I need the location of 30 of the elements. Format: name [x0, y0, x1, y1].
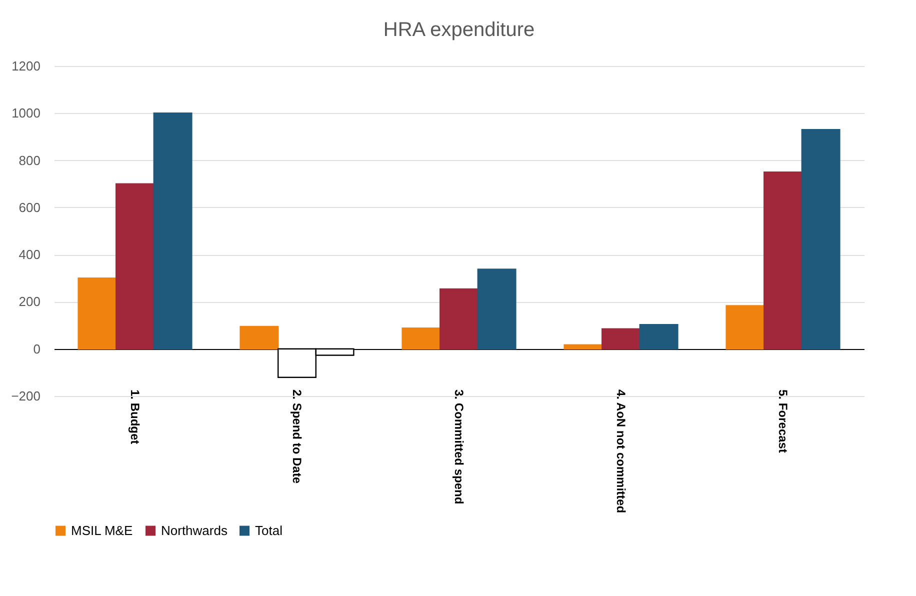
bar	[153, 112, 192, 350]
x-tick-label: 4. AoN not committed	[614, 390, 628, 514]
y-tick-label: 600	[18, 200, 40, 215]
bar	[764, 171, 802, 350]
x-tick-label: 1. Budget	[128, 390, 142, 444]
y-tick-label: 1200	[12, 58, 40, 74]
bar	[78, 278, 117, 350]
bar	[402, 328, 441, 350]
bar	[564, 344, 603, 350]
legend-label: Total	[255, 522, 283, 538]
x-tick-label: 3. Committed spend	[452, 390, 466, 504]
bar	[477, 268, 516, 350]
y-tick-label: −200	[11, 388, 40, 404]
bar	[726, 305, 765, 350]
bar	[801, 129, 840, 350]
y-tick-label: 200	[18, 294, 40, 310]
y-tick-label: 0	[33, 341, 40, 356]
y-tick-label: 400	[18, 247, 40, 262]
legend-label: MSIL M&E	[71, 522, 133, 538]
bar	[240, 326, 279, 350]
y-tick-label: 1000	[12, 106, 40, 121]
bar	[639, 324, 678, 350]
bar	[116, 183, 154, 350]
legend-label: Northwards	[161, 522, 228, 538]
bar	[440, 288, 478, 350]
y-tick-label: 800	[18, 152, 40, 168]
x-tick-label: 2. Spend to Date	[290, 390, 304, 484]
bar	[602, 328, 640, 350]
x-tick-label: 5. Forecast	[776, 390, 790, 453]
chart-title: HRA expenditure	[383, 19, 535, 41]
